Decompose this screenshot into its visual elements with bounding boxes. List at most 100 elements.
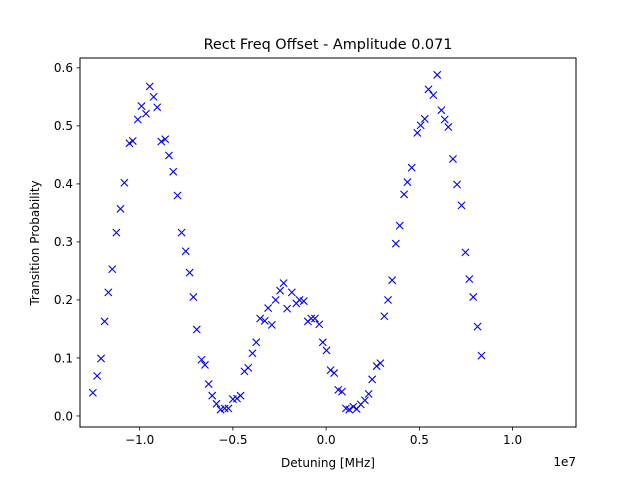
data-point-marker (424, 85, 433, 94)
y-tick-label: 0.6 (54, 61, 73, 75)
data-point-marker (349, 402, 358, 411)
data-point-marker (142, 109, 150, 118)
data-point-marker (133, 115, 142, 124)
data-point-marker (120, 178, 129, 187)
data-point-marker (149, 92, 158, 101)
data-point-marker (279, 279, 288, 288)
data-point-marker (197, 355, 206, 364)
data-point-marker (364, 389, 373, 398)
data-point-marker (200, 360, 209, 369)
data-point-marker (287, 288, 296, 297)
data-point-marker (376, 359, 385, 368)
data-point-marker (236, 391, 245, 400)
y-tick-label: 0.3 (54, 235, 73, 249)
data-point-marker (108, 265, 117, 274)
x-tick-label: 0.5 (410, 433, 429, 447)
data-point-marker (299, 297, 308, 306)
x-axis-ticks: −1.0 −0.5 0.0 0.5 1.0 (125, 427, 522, 447)
y-axis-ticks: 0.0 0.1 0.2 0.3 0.4 0.5 0.6 (54, 61, 80, 423)
data-point-marker (271, 295, 280, 304)
data-point-marker (208, 391, 217, 400)
data-point-marker (224, 404, 233, 413)
x-axis-offset-text: 1e7 (553, 455, 576, 469)
y-tick-label: 0.2 (54, 293, 73, 307)
axes-frame (79, 57, 577, 428)
y-axis-label: Transition Probability (28, 180, 42, 306)
data-point-marker (388, 276, 397, 285)
data-point-marker (372, 362, 381, 371)
data-point-marker (440, 115, 449, 124)
data-point-marker (137, 102, 146, 111)
data-point-marker (116, 204, 125, 213)
data-point-marker (100, 317, 109, 326)
data-point-marker (429, 91, 438, 100)
data-point-marker (267, 320, 276, 329)
x-axis-label: Detuning [MHz] (281, 456, 375, 470)
data-point-marker (416, 121, 425, 130)
data-point-marker (93, 371, 102, 380)
data-point-marker (244, 363, 253, 372)
data-point-marker (413, 128, 422, 137)
data-point-marker (145, 82, 154, 91)
data-point-marker (125, 139, 134, 148)
data-point-marker (315, 320, 324, 329)
data-point-marker (448, 154, 457, 163)
data-point-marker (465, 275, 474, 284)
y-tick-label: 0.4 (54, 177, 73, 191)
data-point-marker (400, 190, 409, 199)
data-point-marker (264, 304, 273, 313)
data-point-marker (330, 369, 339, 378)
data-point-marker (276, 286, 285, 295)
data-point-marker (420, 114, 429, 123)
x-tick-label: −1.0 (125, 433, 154, 447)
data-point-marker (157, 137, 166, 146)
chart-title: Rect Freq Offset - Amplitude 0.071 (204, 37, 453, 53)
data-point-marker (204, 380, 213, 389)
data-point-marker (283, 304, 292, 313)
data-point-marker (384, 295, 393, 304)
data-point-marker (461, 248, 470, 257)
data-point-marker (437, 106, 446, 115)
data-point-marker (260, 316, 269, 325)
data-point-marker (185, 268, 194, 277)
data-point-marker (220, 404, 229, 413)
data-point-marker (453, 180, 462, 189)
x-tick-label: −0.5 (218, 433, 247, 447)
data-point-marker (337, 387, 346, 396)
data-point-marker (391, 239, 400, 248)
data-point-marker (345, 405, 354, 414)
data-point-marker (189, 293, 198, 302)
data-point-marker (153, 103, 162, 112)
data-point-marker (473, 322, 482, 331)
data-point-marker (477, 351, 486, 360)
data-point-marker (192, 325, 201, 334)
data-point-marker (368, 375, 377, 384)
data-point-marker (322, 346, 331, 355)
data-point-marker (395, 221, 404, 230)
data-point-marker (177, 228, 186, 237)
y-tick-label: 0.0 (54, 409, 73, 423)
data-point-marker (88, 388, 97, 397)
data-point-marker (457, 201, 466, 210)
data-point-marker (310, 314, 319, 323)
data-point-marker (173, 191, 182, 200)
y-tick-label: 0.5 (54, 119, 73, 133)
data-point-marker (248, 349, 257, 358)
data-point-marker (360, 396, 369, 405)
data-point-marker (97, 354, 106, 363)
data-point-marker (380, 312, 389, 321)
data-point-marker (104, 288, 113, 297)
data-point-marker (164, 151, 173, 160)
data-point-marker (161, 135, 170, 144)
data-point-marker (212, 399, 221, 408)
data-point-marker (469, 293, 478, 302)
data-point-marker (252, 338, 261, 347)
axes-background (80, 58, 576, 427)
data-point-marker (169, 167, 178, 176)
data-markers (88, 70, 486, 414)
data-point-marker (256, 314, 265, 323)
x-tick-label: 1.0 (503, 433, 522, 447)
data-point-marker (433, 70, 442, 79)
x-tick-label: 0.0 (317, 433, 336, 447)
